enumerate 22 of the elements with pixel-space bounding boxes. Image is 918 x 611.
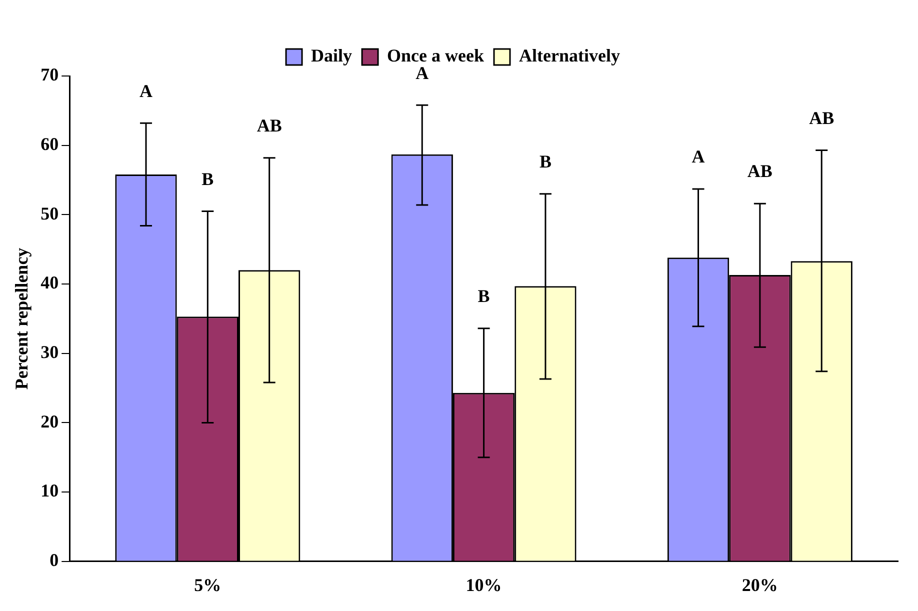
legend-label: Alternatively (519, 46, 620, 66)
y-tick-label: 0 (50, 550, 59, 570)
y-tick-label: 60 (40, 134, 59, 154)
annotation: AB (256, 115, 282, 136)
annotation: B (478, 286, 490, 306)
legend-label: Daily (311, 46, 352, 66)
y-tick-label: 20 (40, 411, 59, 432)
y-tick-label: 10 (40, 480, 59, 501)
annotation: AB (747, 161, 772, 182)
y-tick-label: 30 (40, 342, 59, 362)
annotation: B (539, 152, 552, 172)
x-tick-label: 20% (742, 574, 778, 595)
y-tick-label: 50 (40, 203, 59, 224)
annotation: AB (809, 108, 834, 128)
y-tick-label: 70 (40, 64, 59, 85)
y-tick-label: 40 (40, 272, 59, 293)
annotation: A (692, 146, 705, 167)
x-tick-label: 10% (466, 574, 502, 595)
annotation: A (139, 80, 152, 101)
y-axis-title: Percent repellency (11, 248, 32, 390)
annotation: B (202, 168, 214, 189)
x-tick-label: 5% (194, 574, 222, 595)
